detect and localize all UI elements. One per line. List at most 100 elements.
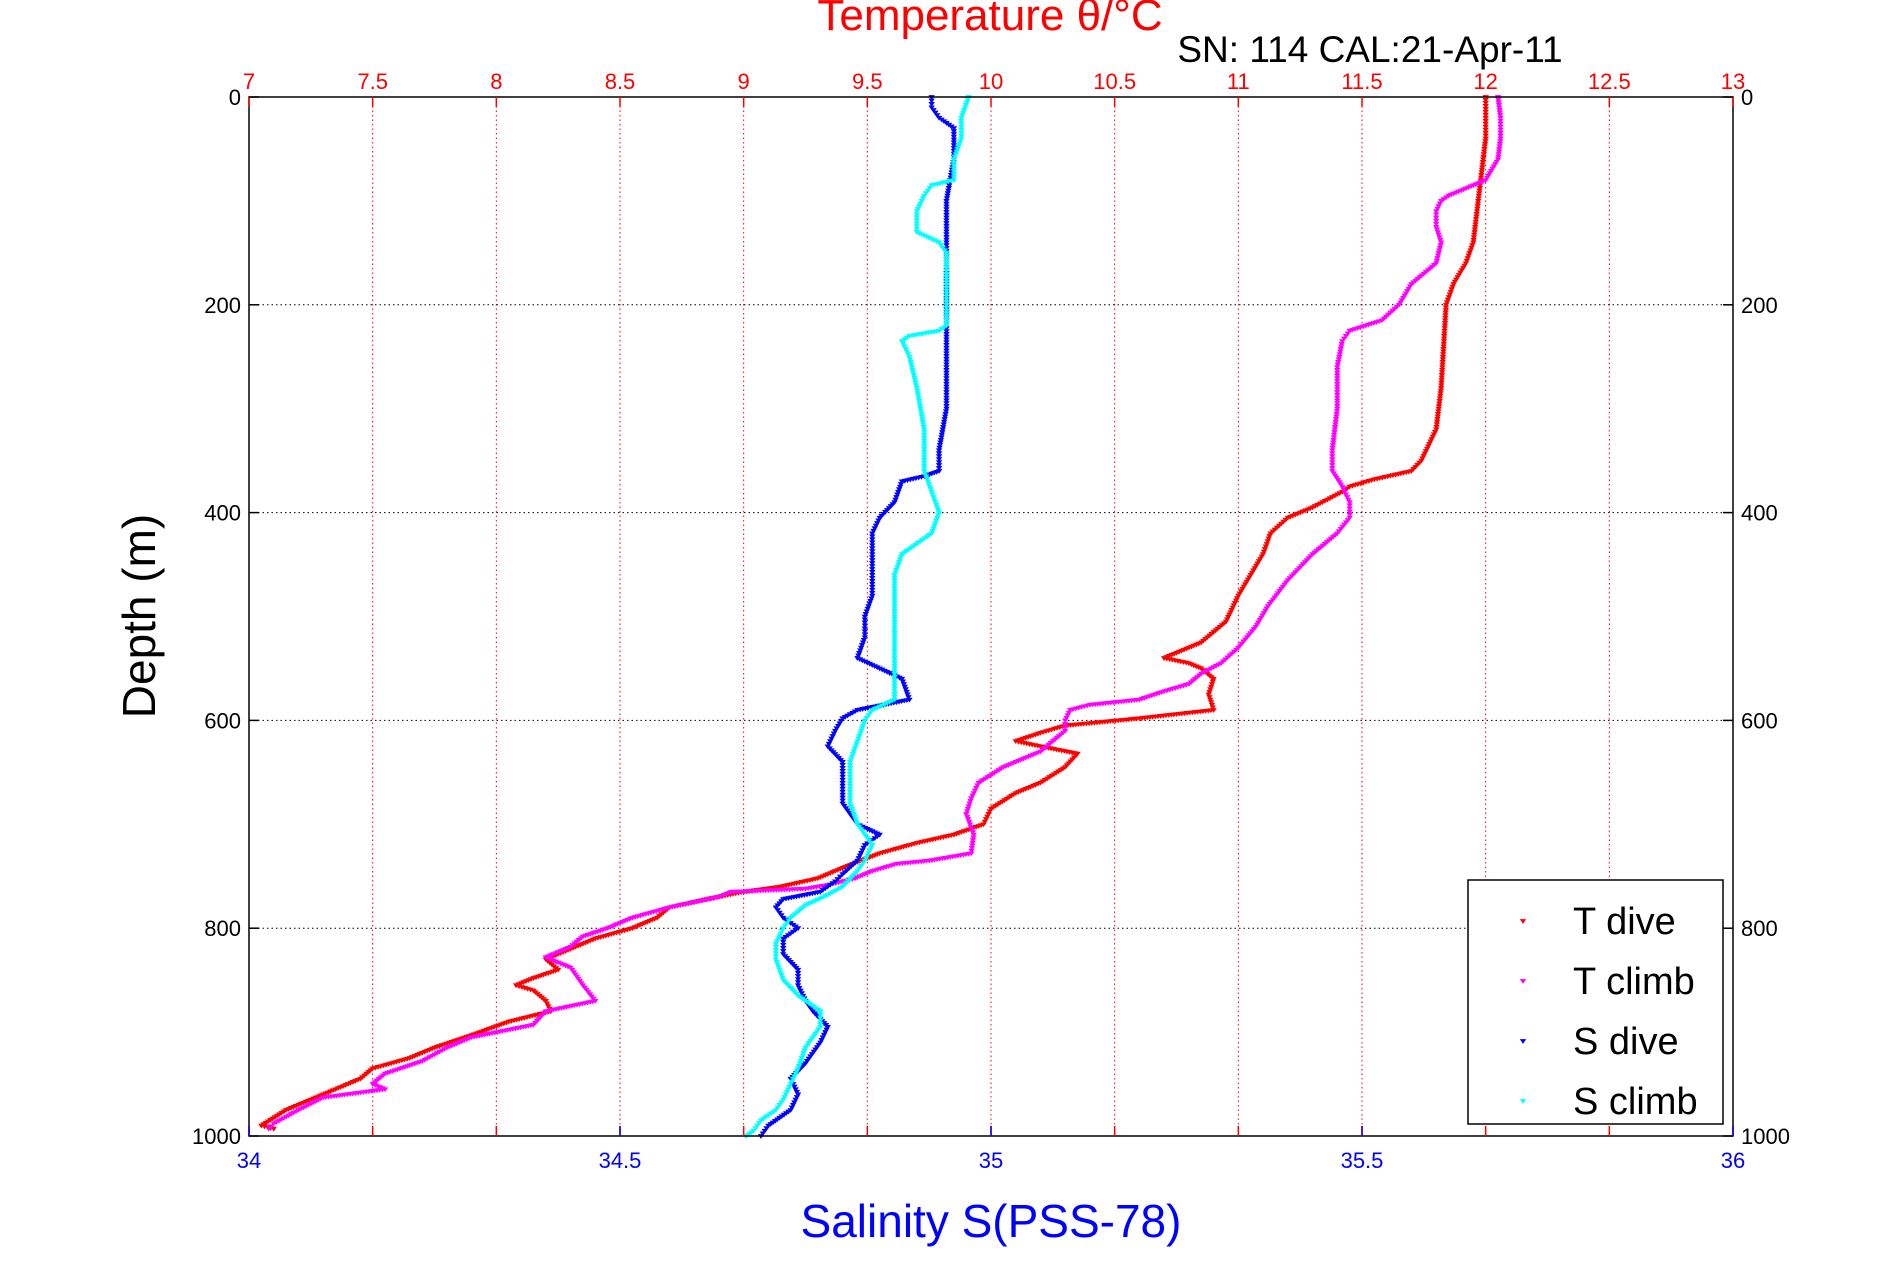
data-point [779,975,786,981]
data-point [966,822,974,828]
data-point [936,443,944,448]
data-point [1263,541,1270,547]
data-point [1209,705,1216,711]
data-point [1436,245,1444,251]
temperature-tick-label: 7.5 [357,69,388,94]
data-point [895,487,903,493]
data-point [943,280,950,286]
data-point [939,245,946,251]
data-point [1471,230,1478,235]
data-point [776,1102,783,1108]
data-point [1205,667,1212,673]
data-point [1438,378,1445,384]
data-point [846,774,854,780]
data-point [943,311,950,317]
data-point [794,983,802,989]
data-point [904,352,912,358]
data-point [919,419,927,425]
data-point [1345,497,1352,503]
data-point [1482,109,1489,115]
data-point [935,460,943,466]
data-point [857,645,865,651]
data-point [928,183,935,189]
data-point [921,446,928,452]
data-point [1442,305,1450,311]
data-point [985,811,992,817]
data-point [943,348,950,354]
data-point [891,672,898,677]
temperature-tick-label: 12 [1473,69,1497,94]
data-point [312,1099,319,1105]
data-point [1340,487,1347,493]
data-point [937,440,944,446]
data-point [943,354,950,359]
data-point [922,191,930,196]
data-point [969,843,976,849]
data-point [819,1035,827,1041]
data-point [820,1032,828,1038]
data-point [898,676,906,682]
data-point [846,783,854,789]
data-point [943,283,950,288]
data-point [310,1100,317,1106]
data-point [797,988,804,994]
data-point [950,131,958,137]
data-point [943,345,950,351]
data-point [915,398,923,404]
data-point [1314,502,1321,508]
data-point [1346,328,1353,334]
data-point [891,600,898,606]
data-point [852,744,859,750]
data-point [925,482,933,487]
data-point [1439,362,1446,368]
data-point [794,977,802,982]
data-point [1482,115,1489,121]
data-point [1346,512,1353,518]
data-point [869,564,876,569]
data-point [1207,700,1215,706]
data-point [1441,326,1448,332]
temperature-tick-label: 12.5 [1588,69,1631,94]
data-point [920,424,927,430]
data-point [317,1096,324,1102]
data-point [791,1074,798,1080]
data-point [1482,121,1489,127]
data-point [1319,500,1326,506]
data-point [1478,173,1485,178]
data-point [906,354,913,360]
data-point [1433,209,1440,215]
data-point [839,777,846,783]
data-point [1442,310,1449,316]
data-point [924,479,932,485]
data-point [1206,689,1213,695]
data-point [1476,185,1483,191]
data-point [891,644,898,650]
data-point [1479,160,1487,165]
data-point [958,136,965,142]
data-point [300,1105,307,1111]
data-point [869,561,876,566]
data-point [825,741,833,747]
data-point [935,463,943,468]
data-point [943,308,950,314]
data-point [943,404,950,409]
data-point [1334,373,1341,379]
data-point [869,570,876,575]
data-point [788,1105,796,1111]
data-point [297,1106,305,1112]
data-point [891,625,898,631]
data-point [855,653,862,659]
data-point [788,1079,796,1085]
data-point [943,351,950,357]
data-point [839,763,846,768]
data-point [891,675,898,680]
data-point [926,185,933,191]
data-point [934,513,942,519]
data-point [943,398,950,404]
salinity-tick-label: 34 [237,1148,261,1173]
data-point [861,632,869,638]
series-s-climb [742,95,972,1139]
data-point [856,866,863,872]
data-point [932,110,939,116]
data-point [1433,221,1440,227]
